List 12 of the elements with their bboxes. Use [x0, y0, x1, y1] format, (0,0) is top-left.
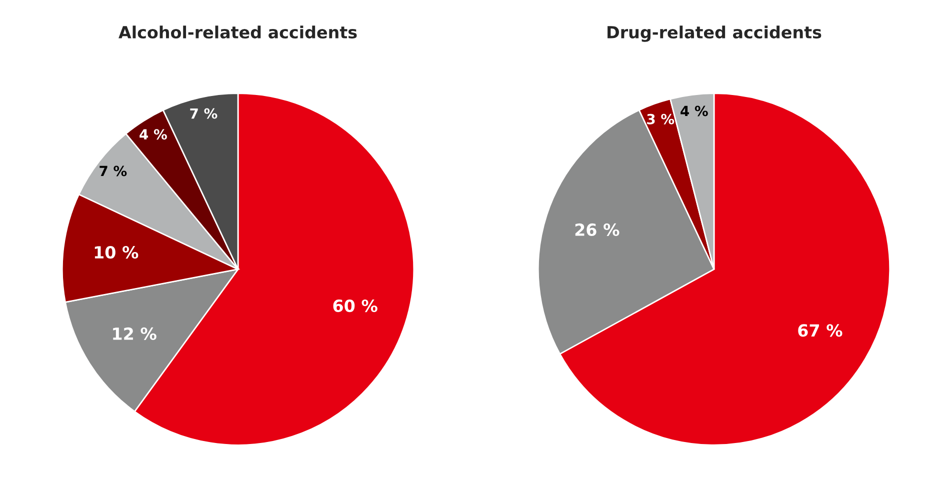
data-label: 26 %: [575, 223, 620, 236]
data-label: 7 %: [100, 166, 127, 176]
data-label: 3 %: [647, 114, 674, 124]
data-label: 10 %: [94, 246, 138, 259]
data-label: 4 %: [140, 129, 167, 140]
data-label: 67 %: [798, 324, 842, 337]
chart-title: Alcohol-related accidents: [118, 26, 357, 39]
data-label: 7 %: [190, 108, 218, 119]
data-label: 4 %: [680, 106, 708, 116]
data-label: 60 %: [333, 300, 378, 312]
chart-title: Drug-related accidents: [608, 26, 822, 42]
data-label: 12 %: [113, 327, 156, 340]
